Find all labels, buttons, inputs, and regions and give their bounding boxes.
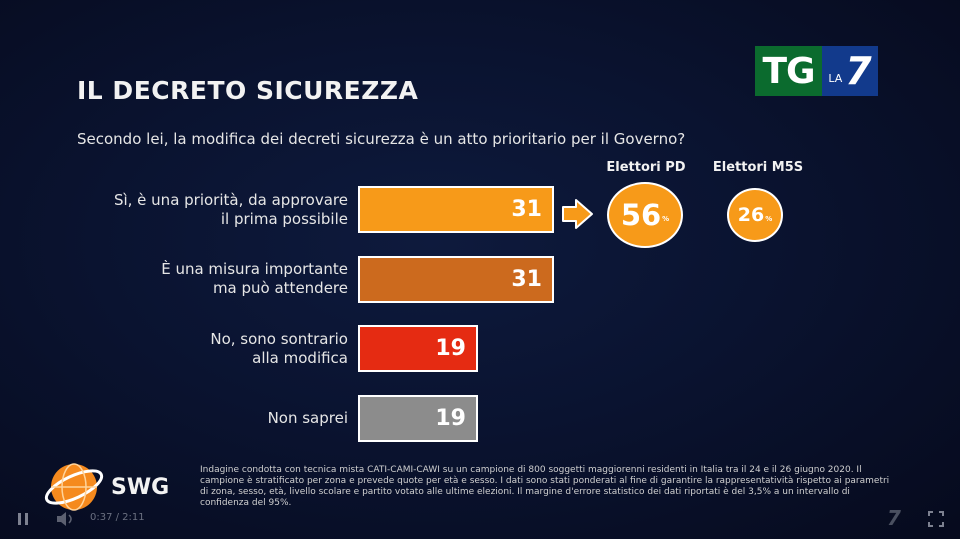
bar-value-label: 31 — [511, 266, 542, 292]
category-label: È una misura importante ma può attendere — [58, 260, 348, 298]
bubble-m5s-value: 26 — [737, 204, 765, 226]
fullscreen-icon[interactable] — [928, 511, 944, 527]
la7-watermark-icon: 7 — [887, 506, 901, 530]
swg-globe-icon — [44, 463, 104, 511]
bar-value-label: 19 — [435, 336, 466, 361]
category-label: Non saprei — [58, 409, 348, 428]
pause-icon[interactable] — [16, 512, 30, 526]
category-label-line: alla modifica — [252, 349, 348, 367]
bar-value-label: 19 — [435, 405, 466, 431]
methodology-note: Indagine condotta con tecnica mista CATI… — [200, 465, 890, 508]
category-label-line: Sì, è una priorità, da approvare — [113, 191, 348, 209]
category-label: No, sono sontrario alla modifica — [58, 330, 348, 368]
tg-la7-logo: TG LA 7 — [755, 46, 878, 96]
bar-value-label: 31 — [511, 197, 542, 222]
player-controls: 0:37 / 2:11 7 — [0, 504, 960, 539]
bubble-m5s-unit: % — [765, 215, 773, 223]
chart-question: Secondo lei, la modifica dei decreti sic… — [77, 130, 686, 148]
chart-title: IL DECRETO SICUREZZA — [77, 76, 419, 105]
logo-la7: LA 7 — [822, 46, 878, 96]
bubble-pd-unit: % — [662, 215, 670, 223]
logo-seven: 7 — [845, 49, 872, 93]
bubble-m5s: 26% — [727, 188, 783, 242]
player-time: 0:37 / 2:11 — [90, 512, 145, 523]
category-label-line: ma può attendere — [212, 279, 348, 297]
volume-icon[interactable] — [56, 511, 74, 527]
category-label-line: Non saprei — [267, 409, 348, 427]
logo-tg: TG — [755, 46, 822, 96]
group-label-pd: Elettori PD — [606, 160, 686, 175]
bar — [358, 255, 554, 303]
bar — [358, 325, 478, 372]
category-label-line: È una misura importante — [161, 260, 348, 278]
category-label-line: No, sono sontrario — [210, 330, 348, 348]
logo-la: LA — [828, 71, 843, 85]
swg-logo-text: SWG — [111, 475, 170, 500]
bubble-pd: 56% — [607, 182, 683, 248]
category-label-line: il prima possibile — [220, 210, 348, 228]
arrow-right-icon — [562, 199, 593, 229]
bubble-pd-value: 56 — [620, 198, 662, 232]
group-label-m5s: Elettori M5S — [712, 160, 804, 175]
bar — [358, 186, 554, 233]
bar — [358, 394, 478, 442]
category-label: Sì, è una priorità, da approvare il prima… — [58, 191, 348, 229]
